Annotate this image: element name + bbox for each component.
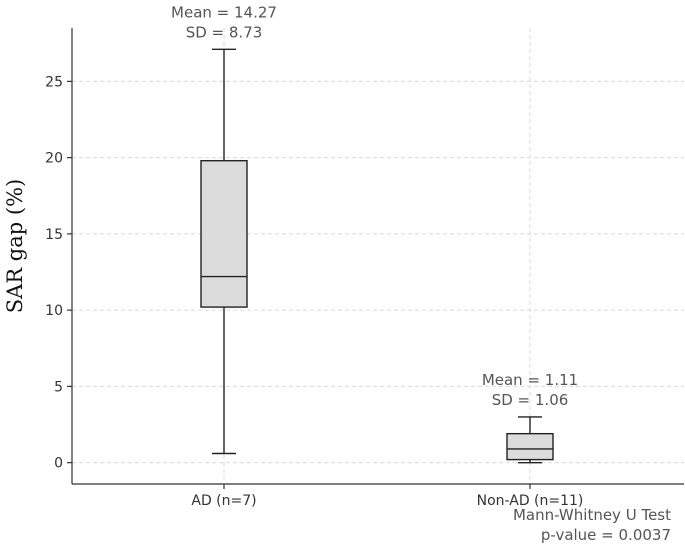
y-tick-label: 15 [45, 227, 63, 243]
grid-lines [72, 28, 684, 484]
box-group [506, 416, 554, 464]
y-ticks: 0 5 10 15 20 25 [45, 74, 72, 472]
y-tick-label: 25 [45, 74, 63, 90]
x-tick-label: Non-AD (n=11) [477, 493, 584, 509]
mean-annotation: Mean = 14.27 [171, 3, 277, 21]
y-tick-label: 20 [45, 151, 63, 167]
y-tick-label: 0 [54, 456, 63, 472]
sd-annotation: SD = 1.06 [492, 391, 569, 409]
y-tick-label: 5 [54, 379, 63, 395]
x-ticks: AD (n=7) Non-AD (n=11) [191, 484, 583, 509]
x-tick-label: AD (n=7) [191, 493, 256, 509]
y-axis-label: SAR gap (%) [3, 179, 27, 313]
annotations: Mean = 14.27 SD = 8.73 Mean = 1.11 SD = 1.0… [171, 3, 578, 409]
axes [71, 28, 684, 485]
box-group [200, 48, 248, 455]
sd-annotation: SD = 8.73 [186, 23, 263, 41]
boxes [200, 48, 554, 464]
iqr-box [200, 159, 248, 308]
y-tick-label: 10 [45, 303, 63, 319]
mean-annotation: Mean = 1.11 [482, 371, 578, 389]
iqr-box [506, 432, 554, 461]
test-name-label: Mann-Whitney U Test [513, 506, 671, 524]
p-value-label: p-value = 0.0037 [541, 526, 671, 544]
